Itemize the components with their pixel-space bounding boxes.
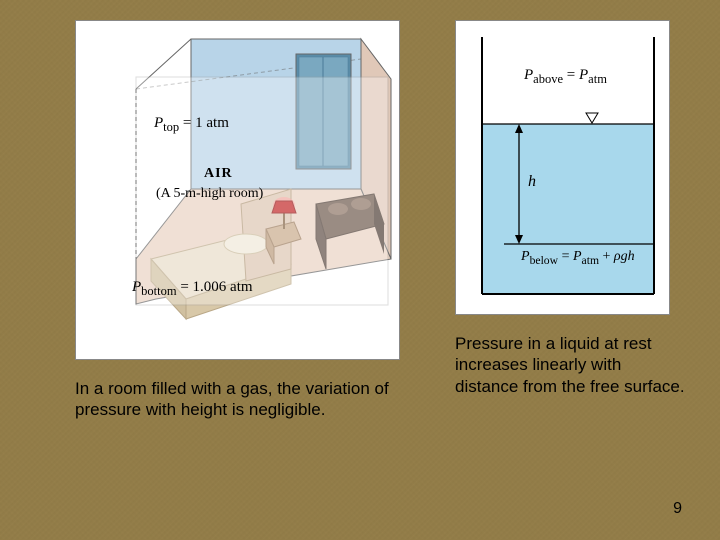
- room-diagram: Ptop = 1 atm AIR (A 5-m-high room) Pbott…: [75, 20, 400, 360]
- air-label: AIR: [204, 166, 233, 182]
- caption-right: Pressure in a liquid at rest increases l…: [455, 333, 685, 397]
- room-desc: (A 5-m-high room): [156, 186, 263, 202]
- p-top-label: Ptop = 1 atm: [154, 115, 229, 135]
- p-below-label: Pbelow = Patm + ρgh: [521, 249, 635, 267]
- container-diagram: Pabove = Patm h Pbelow = Patm + ρgh: [455, 20, 670, 315]
- page-number: 9: [673, 500, 682, 518]
- h-label: h: [528, 173, 536, 191]
- caption-left: In a room filled with a gas, the variati…: [75, 378, 405, 421]
- p-bottom-label: Pbottom = 1.006 atm: [132, 279, 253, 299]
- p-above-label: Pabove = Patm: [524, 67, 607, 87]
